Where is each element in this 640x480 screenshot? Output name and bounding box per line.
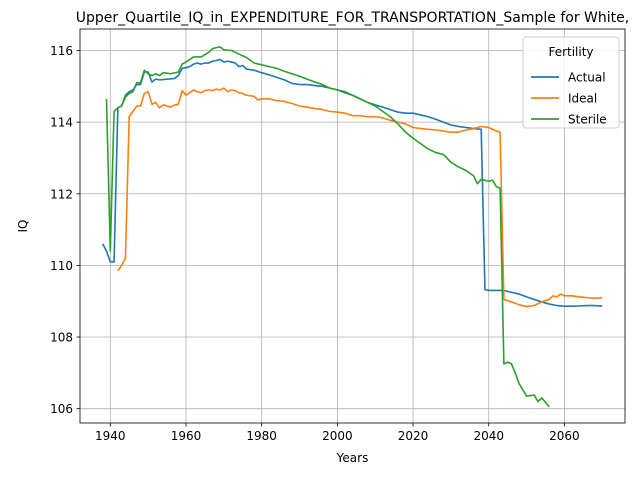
legend-box bbox=[522, 36, 620, 129]
chart-title: Upper_Quartile_IQ_in_EXPENDITURE_FOR_TRA… bbox=[76, 10, 629, 26]
x-tick-label: 1940 bbox=[95, 429, 126, 443]
series-line-ideal bbox=[117, 87, 603, 308]
legend-title: Fertility bbox=[548, 45, 593, 59]
y-tick-label: 106 bbox=[50, 402, 73, 416]
y-tick-label: 110 bbox=[50, 259, 73, 273]
legend-label-actual: Actual bbox=[568, 71, 606, 85]
y-tick-label: 114 bbox=[50, 116, 73, 130]
plot-frame bbox=[79, 28, 626, 424]
x-tick-label: 2040 bbox=[473, 429, 504, 443]
x-tick-label: 2060 bbox=[549, 429, 580, 443]
y-tick-label: 108 bbox=[50, 331, 73, 345]
x-tick-label: 2000 bbox=[322, 429, 353, 443]
x-tick-label: 1980 bbox=[246, 429, 277, 443]
x-tick-label: 1960 bbox=[171, 429, 202, 443]
series-line-actual bbox=[102, 58, 603, 308]
legend-label-sterile: Sterile bbox=[568, 113, 607, 127]
x-tick-label: 2020 bbox=[398, 429, 429, 443]
series-line-sterile bbox=[105, 46, 550, 408]
y-tick-label: 116 bbox=[50, 44, 73, 58]
y-axis: 106 108 110 112 114 116 bbox=[50, 44, 80, 416]
grid bbox=[80, 29, 625, 423]
legend: Fertility Actual Ideal Sterile bbox=[522, 36, 620, 129]
y-axis-label: IQ bbox=[16, 220, 30, 233]
y-tick-label: 112 bbox=[50, 187, 73, 201]
x-axis: 1940 1960 1980 2000 2020 2040 2060 bbox=[95, 423, 580, 443]
x-axis-label: Years bbox=[336, 451, 369, 465]
legend-label-ideal: Ideal bbox=[568, 92, 597, 106]
series-layer bbox=[102, 46, 603, 408]
